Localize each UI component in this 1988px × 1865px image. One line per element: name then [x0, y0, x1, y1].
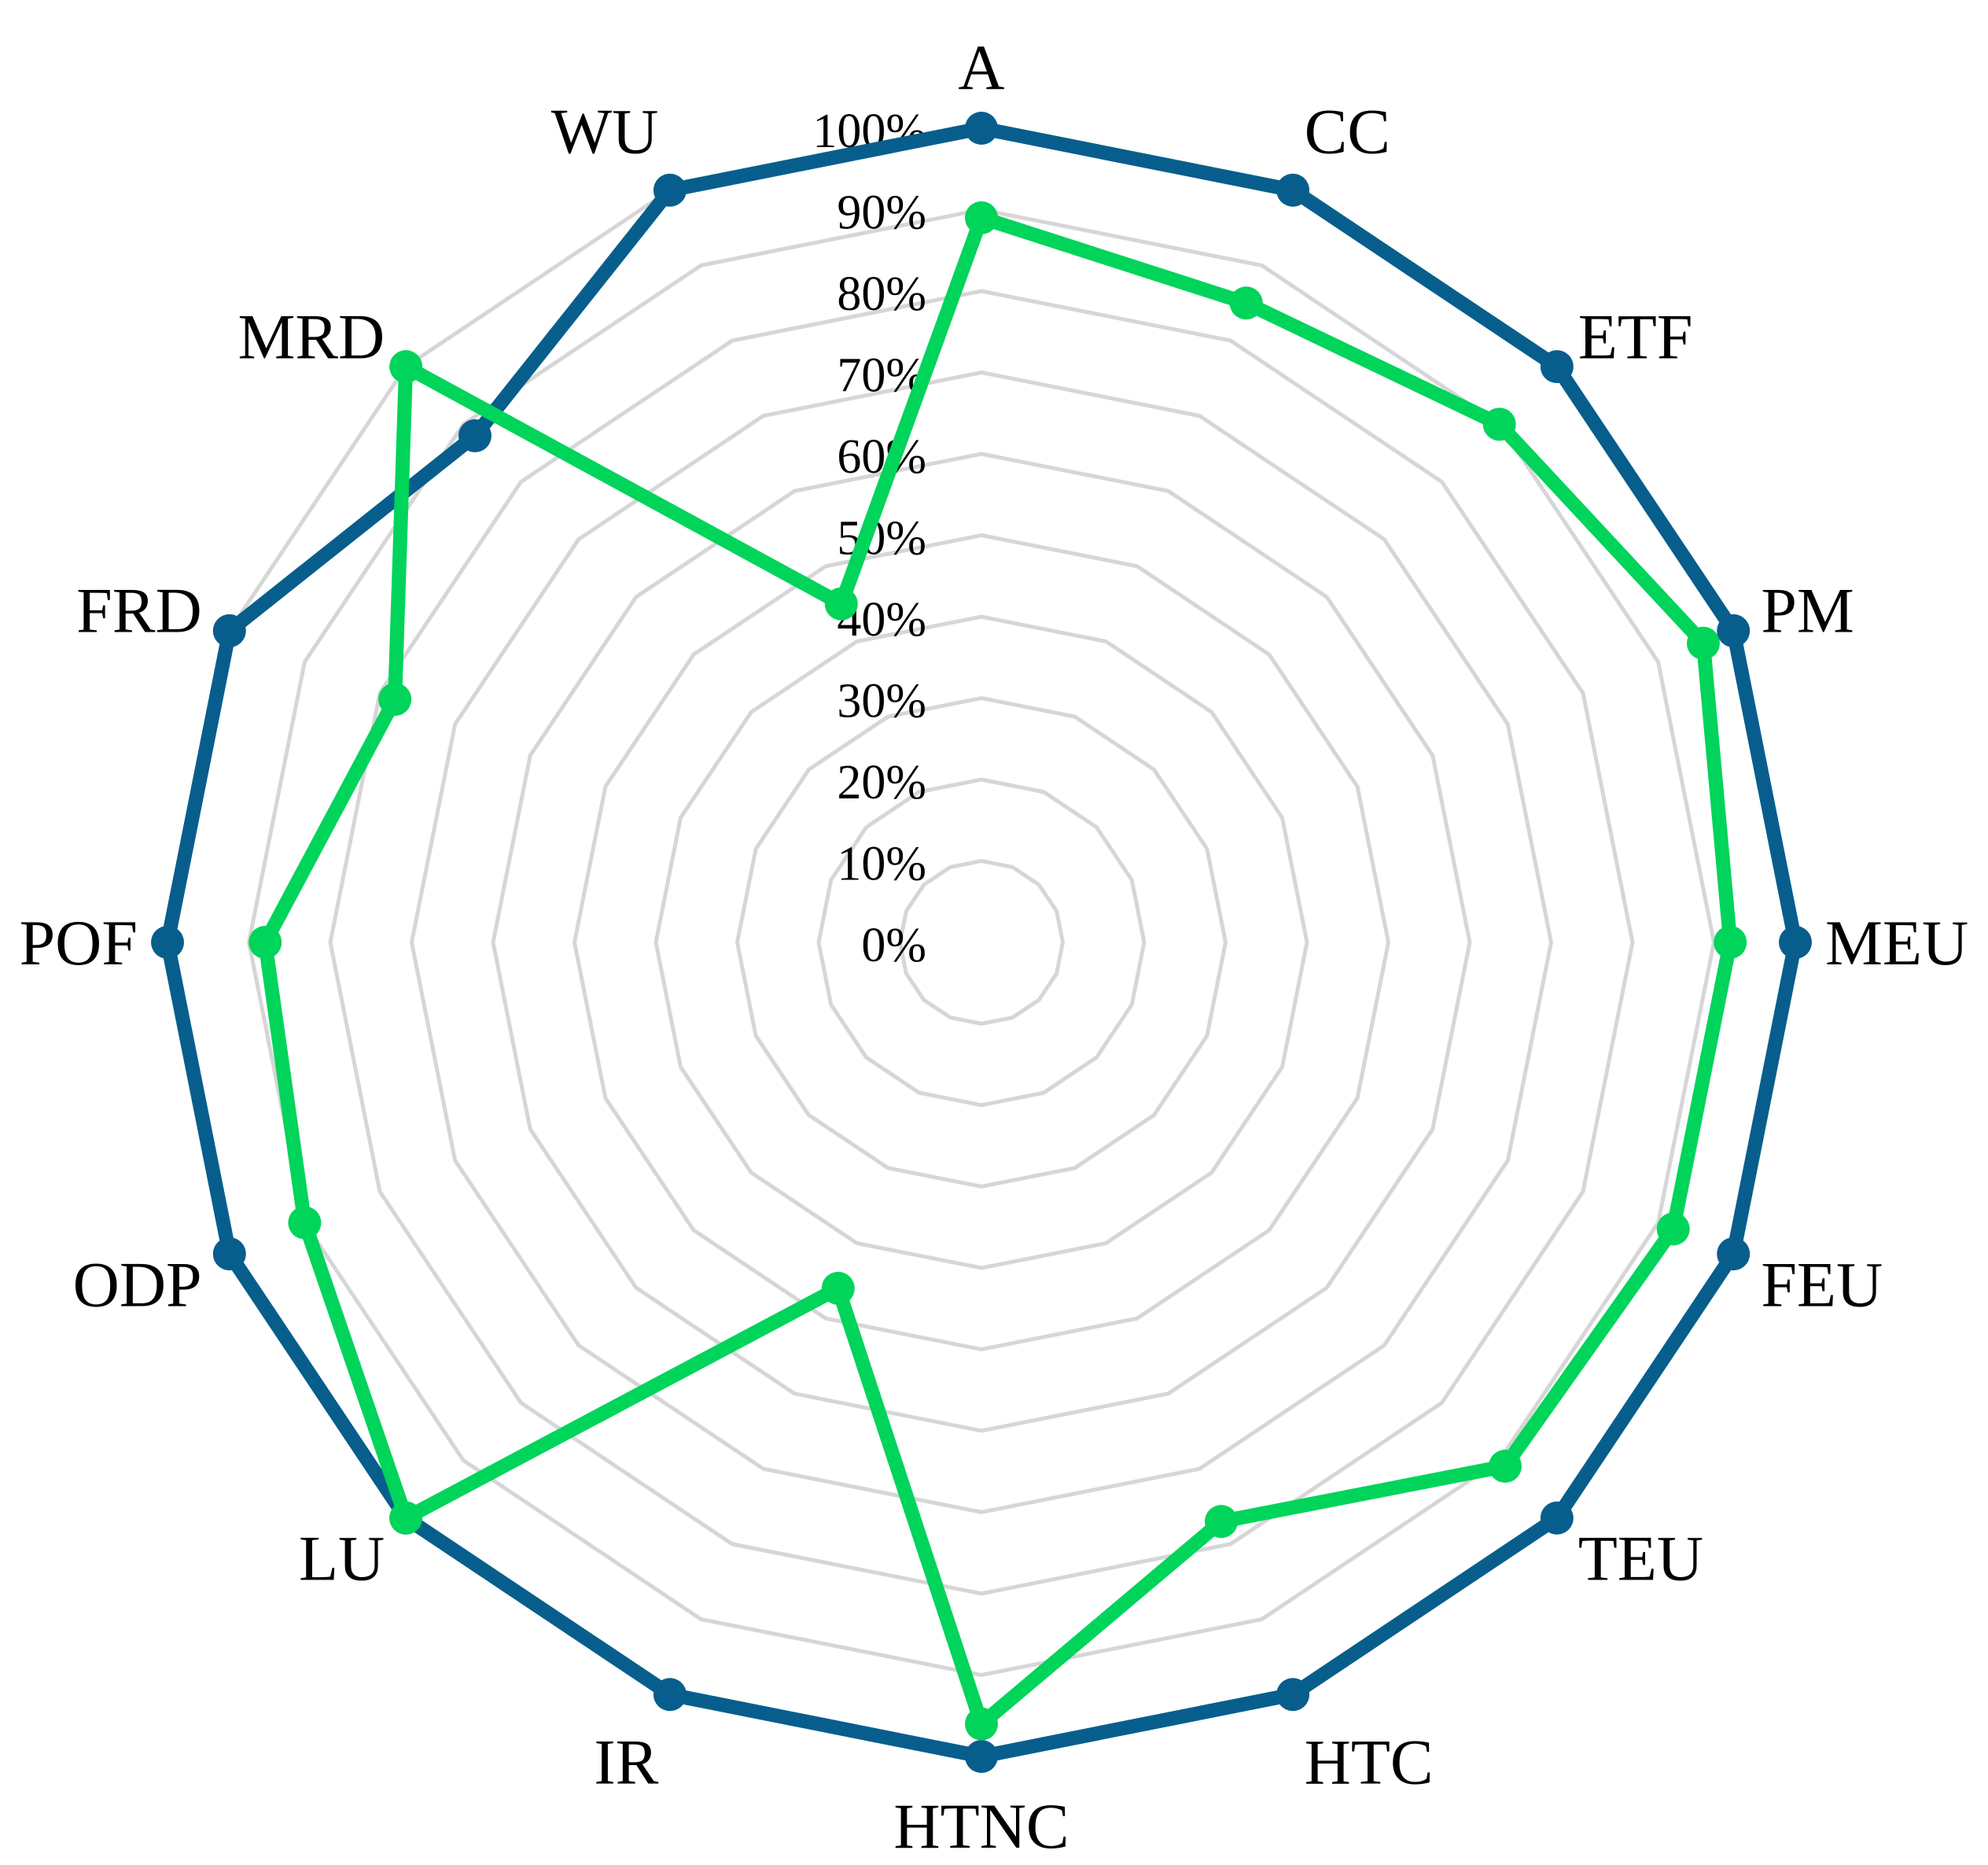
data-point-ETF — [1482, 407, 1516, 441]
grid-ring — [409, 370, 1554, 1515]
data-point-MEU — [1714, 926, 1747, 959]
data-point-HTNC — [965, 1707, 998, 1741]
data-point-ETF — [1540, 350, 1574, 384]
data-point-POF — [248, 926, 282, 959]
data-point-MRD — [458, 418, 491, 452]
category-label: HTNC — [893, 1790, 1069, 1862]
data-point-FEU — [1656, 1212, 1690, 1246]
data-point-MRD — [389, 350, 423, 384]
r-tick-label: 20% — [837, 756, 926, 809]
grid-ring — [734, 695, 1228, 1189]
r-tick-label: 80% — [837, 267, 926, 321]
data-point-WU — [653, 173, 687, 207]
data-point-A — [965, 201, 998, 234]
grid-ring — [653, 614, 1309, 1270]
data-point-FRD — [378, 683, 412, 717]
data-point-IR — [653, 1678, 687, 1712]
category-label: CC — [1305, 96, 1390, 168]
series-1 — [248, 201, 1747, 1741]
grid-ring — [572, 533, 1391, 1352]
data-point-FRD — [212, 614, 246, 647]
category-label: IR — [594, 1726, 658, 1797]
data-point-HTC — [1276, 1678, 1310, 1712]
r-tick-label: 0% — [861, 919, 926, 972]
data-point-ODP — [288, 1206, 322, 1240]
category-label: WU — [551, 96, 659, 168]
category-label: LU — [299, 1523, 385, 1594]
category-label: FEU — [1761, 1249, 1883, 1321]
r-tick-label: 30% — [837, 675, 926, 728]
category-label: MRD — [237, 300, 385, 372]
category-label: HTC — [1305, 1726, 1434, 1797]
data-point-WU — [824, 587, 858, 621]
series-0 — [151, 112, 1812, 1773]
data-point-LU — [389, 1501, 423, 1535]
tick-label-layer: 0%10%20%30%40%50%60%70%80%90%100% — [812, 105, 926, 972]
grid-ring — [816, 777, 1147, 1108]
r-tick-label: 50% — [837, 512, 926, 566]
data-point-PM — [1686, 626, 1720, 660]
data-point-A — [965, 112, 998, 145]
series-layer — [151, 112, 1812, 1773]
grid-ring — [491, 452, 1472, 1433]
grid-ring — [328, 289, 1635, 1596]
data-point-POF — [151, 926, 184, 959]
grid-ring — [246, 207, 1717, 1678]
grid-layer — [165, 126, 1798, 1759]
category-label: ODP — [73, 1249, 202, 1321]
category-label: FRD — [76, 574, 202, 646]
data-point-CC — [1276, 173, 1310, 207]
category-label: MEU — [1825, 907, 1968, 979]
category-label: TEU — [1578, 1523, 1703, 1594]
data-point-CC — [1229, 286, 1263, 320]
grid-ring — [897, 858, 1066, 1026]
data-point-MEU — [1779, 926, 1812, 959]
data-point-HTNC — [965, 1740, 998, 1773]
r-tick-label: 10% — [837, 838, 926, 891]
category-label: ETF — [1578, 300, 1693, 372]
data-point-TEU — [1540, 1501, 1574, 1535]
data-point-FEU — [1717, 1237, 1751, 1271]
data-point-HTC — [1204, 1505, 1238, 1539]
category-label: POF — [20, 907, 138, 979]
data-point-IR — [821, 1271, 855, 1305]
category-label: A — [958, 31, 1004, 103]
data-point-TEU — [1488, 1449, 1522, 1483]
data-point-ODP — [212, 1237, 246, 1271]
r-tick-label: 90% — [837, 186, 926, 240]
category-label-layer: A CC ETF PM MEU FEU TEU HTC HTNC IR LU ODP POF FRD MRD… — [20, 31, 1969, 1862]
category-label: PM — [1761, 574, 1854, 646]
data-point-PM — [1717, 614, 1751, 647]
